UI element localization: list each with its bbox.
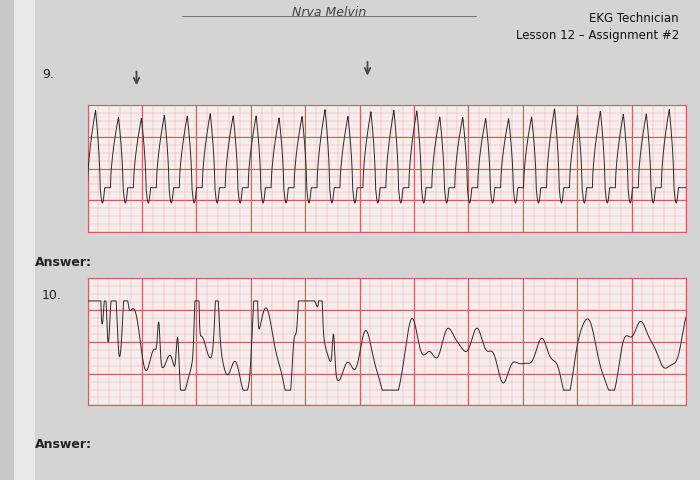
Text: EKG Technician: EKG Technician (589, 12, 679, 25)
Text: Answer:: Answer: (35, 255, 92, 268)
Text: Nrva Melvin: Nrva Melvin (292, 6, 366, 19)
FancyBboxPatch shape (14, 0, 700, 480)
Text: 9.: 9. (42, 68, 54, 81)
Text: Lesson 12 – Assignment #2: Lesson 12 – Assignment #2 (516, 29, 679, 42)
Text: Answer:: Answer: (35, 437, 92, 451)
Text: 10.: 10. (42, 288, 62, 302)
